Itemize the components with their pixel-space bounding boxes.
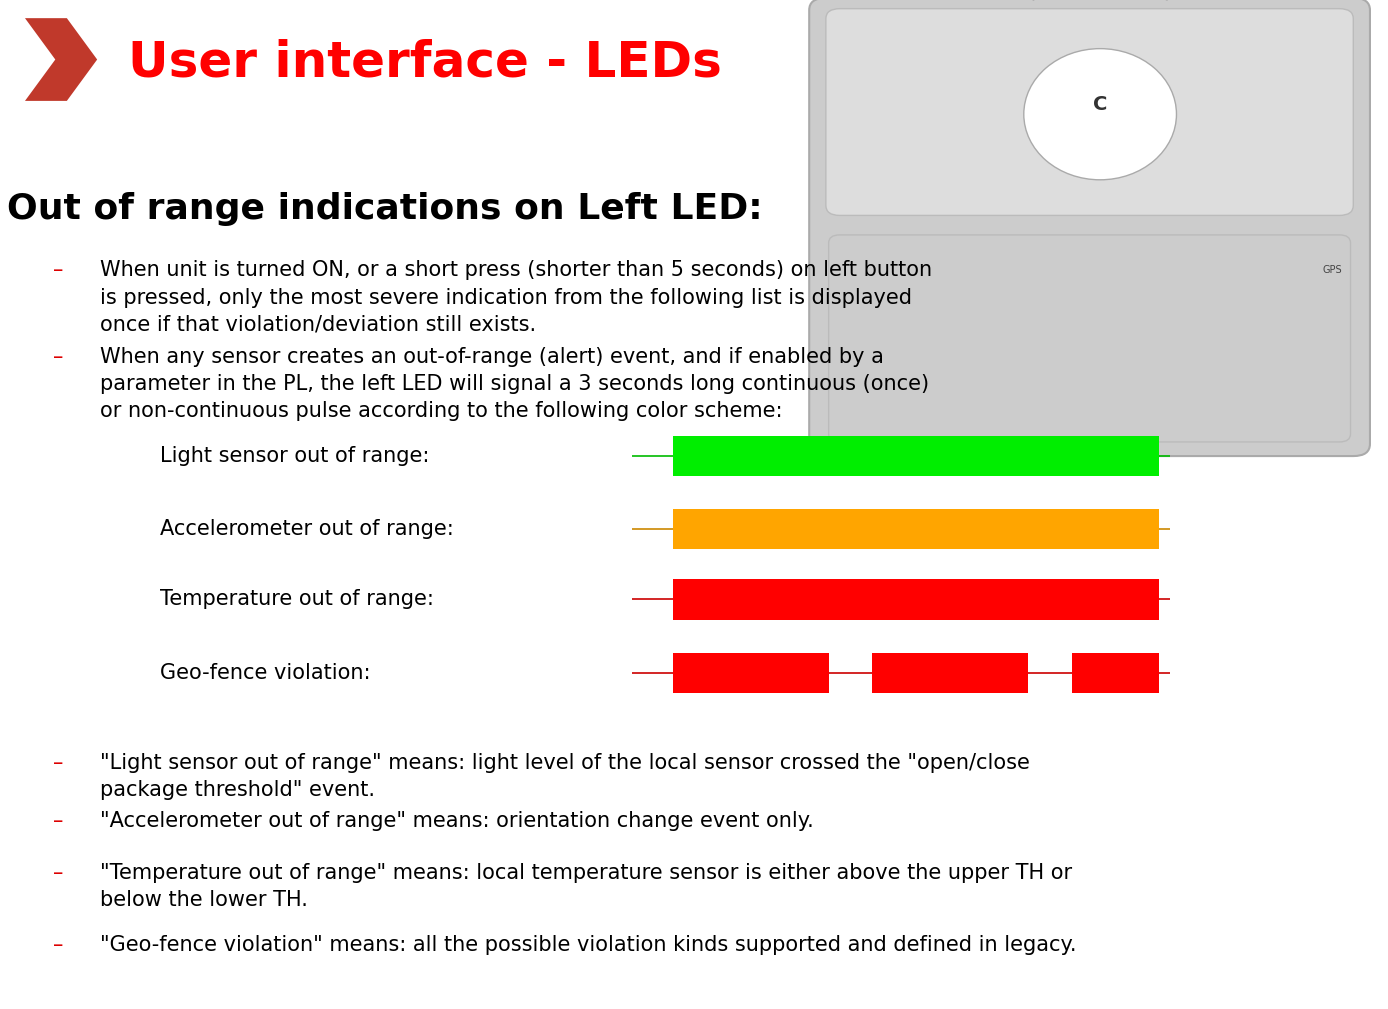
FancyBboxPatch shape <box>809 0 1370 456</box>
Text: "Geo-fence violation" means: all the possible violation kinds supported and defi: "Geo-fence violation" means: all the pos… <box>100 935 1077 956</box>
FancyBboxPatch shape <box>826 9 1353 215</box>
Bar <box>1072 653 1159 693</box>
Text: –: – <box>53 260 62 281</box>
Bar <box>673 509 1159 549</box>
Text: Geo-fence violation:: Geo-fence violation: <box>160 663 371 683</box>
Text: C: C <box>1092 95 1108 114</box>
Text: When unit is turned ON, or a short press (shorter than 5 seconds) on left button: When unit is turned ON, or a short press… <box>100 260 933 335</box>
Text: "Light sensor out of range" means: light level of the local sensor crossed the ": "Light sensor out of range" means: light… <box>100 753 1030 800</box>
Text: Out of range indications on Left LED:: Out of range indications on Left LED: <box>7 192 762 226</box>
Text: "Temperature out of range" means: local temperature sensor is either above the u: "Temperature out of range" means: local … <box>100 863 1072 910</box>
Ellipse shape <box>1024 48 1177 180</box>
Text: Accelerometer out of range:: Accelerometer out of range: <box>160 519 454 539</box>
Text: –: – <box>53 347 62 367</box>
Text: –: – <box>53 811 62 831</box>
Text: "Accelerometer out of range" means: orientation change event only.: "Accelerometer out of range" means: orie… <box>100 811 813 831</box>
Text: When any sensor creates an out-of-range (alert) event, and if enabled by a
param: When any sensor creates an out-of-range … <box>100 347 929 422</box>
Text: –: – <box>53 863 62 883</box>
Bar <box>673 436 1159 476</box>
Bar <box>673 579 1159 620</box>
Polygon shape <box>25 18 97 101</box>
Bar <box>673 653 829 693</box>
Bar <box>872 653 1027 693</box>
Text: GPS: GPS <box>1323 265 1342 275</box>
Text: –: – <box>53 935 62 956</box>
FancyBboxPatch shape <box>829 235 1351 442</box>
Text: User interface - LEDs: User interface - LEDs <box>128 38 722 87</box>
Text: –: – <box>53 753 62 773</box>
Text: Temperature out of range:: Temperature out of range: <box>160 589 433 609</box>
Text: Light sensor out of range:: Light sensor out of range: <box>160 446 429 466</box>
